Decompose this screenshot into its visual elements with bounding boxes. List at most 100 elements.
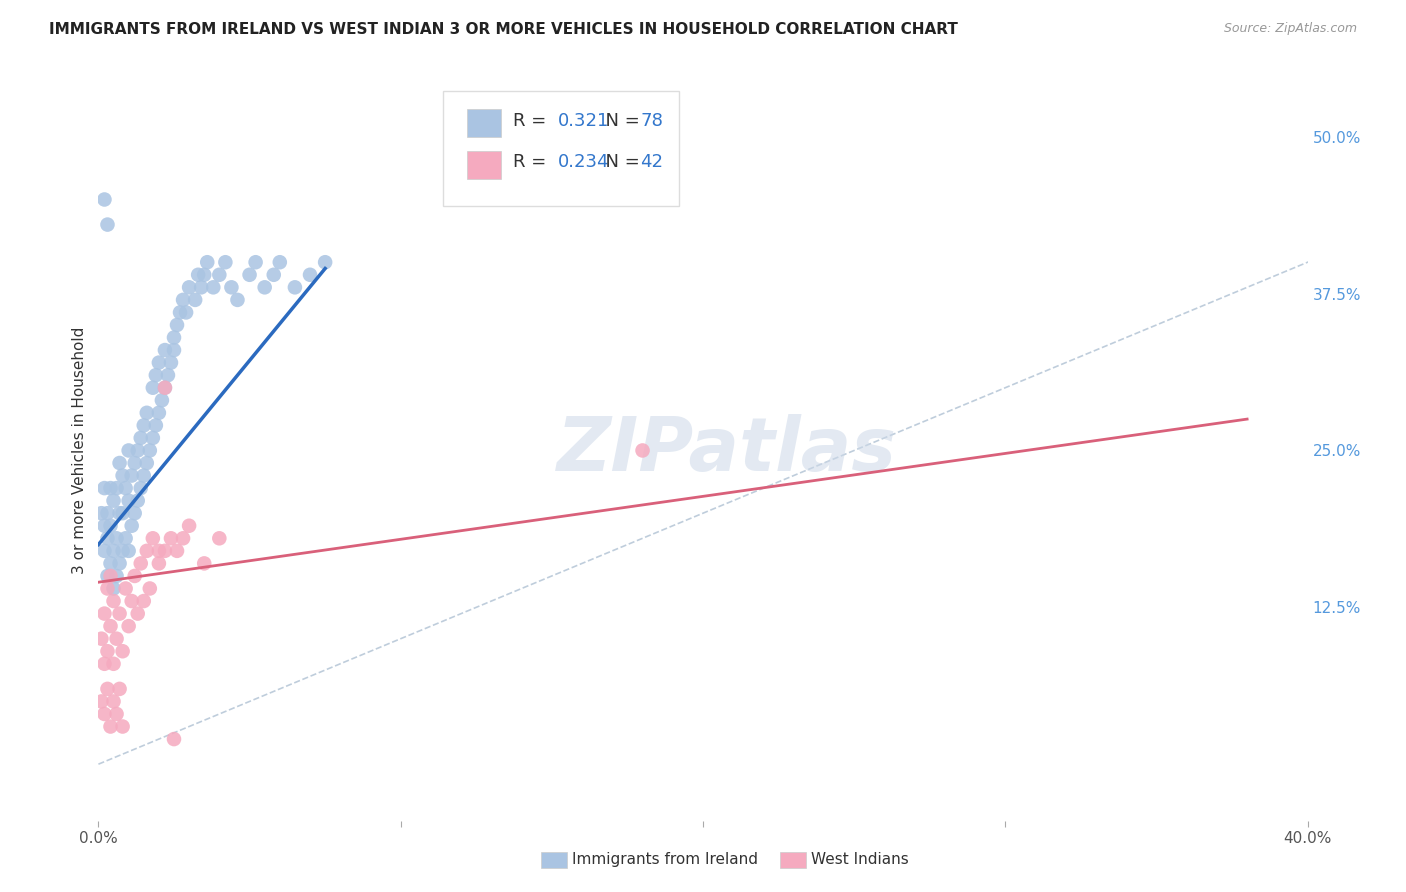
Point bbox=[221, 280, 243, 294]
Point bbox=[148, 406, 170, 420]
Point bbox=[127, 493, 149, 508]
Y-axis label: 3 or more Vehicles in Household: 3 or more Vehicles in Household bbox=[72, 326, 87, 574]
Point bbox=[100, 481, 122, 495]
Point bbox=[145, 418, 167, 433]
Point bbox=[148, 356, 170, 370]
Point bbox=[129, 431, 152, 445]
Point bbox=[214, 255, 236, 269]
Point bbox=[118, 443, 141, 458]
Point bbox=[96, 681, 118, 696]
Point bbox=[103, 582, 125, 596]
Point bbox=[245, 255, 267, 269]
Point bbox=[108, 557, 131, 571]
Point bbox=[193, 557, 215, 571]
Point bbox=[90, 694, 112, 708]
Point bbox=[148, 544, 170, 558]
Point bbox=[114, 531, 136, 545]
Point bbox=[114, 481, 136, 495]
Point bbox=[142, 531, 165, 545]
Point bbox=[160, 531, 183, 545]
Point bbox=[100, 557, 122, 571]
Text: R =: R = bbox=[513, 112, 553, 130]
Point bbox=[108, 607, 131, 621]
Point bbox=[103, 657, 125, 671]
Point bbox=[96, 218, 118, 232]
Point bbox=[187, 268, 209, 282]
Point bbox=[169, 305, 191, 319]
Text: ZIPatlas: ZIPatlas bbox=[557, 414, 897, 487]
Point bbox=[153, 343, 176, 357]
Text: 42: 42 bbox=[640, 153, 664, 171]
Point bbox=[163, 330, 186, 344]
Point bbox=[153, 381, 176, 395]
Point bbox=[100, 518, 122, 533]
Point bbox=[148, 557, 170, 571]
Point bbox=[103, 594, 125, 608]
Point bbox=[284, 280, 307, 294]
Point bbox=[93, 518, 115, 533]
Point bbox=[166, 318, 188, 332]
Point bbox=[100, 619, 122, 633]
Point bbox=[269, 255, 291, 269]
Point bbox=[105, 531, 128, 545]
Point bbox=[118, 619, 141, 633]
Point bbox=[184, 293, 207, 307]
Point bbox=[118, 493, 141, 508]
Point bbox=[108, 506, 131, 520]
Point bbox=[118, 544, 141, 558]
Point bbox=[90, 506, 112, 520]
Point bbox=[96, 569, 118, 583]
Point bbox=[127, 443, 149, 458]
Point bbox=[239, 268, 262, 282]
Point bbox=[208, 268, 231, 282]
Point bbox=[631, 443, 654, 458]
Point bbox=[105, 706, 128, 721]
Text: Immigrants from Ireland: Immigrants from Ireland bbox=[572, 853, 758, 867]
Point bbox=[127, 607, 149, 621]
Text: IMMIGRANTS FROM IRELAND VS WEST INDIAN 3 OR MORE VEHICLES IN HOUSEHOLD CORRELATI: IMMIGRANTS FROM IRELAND VS WEST INDIAN 3… bbox=[49, 22, 957, 37]
Point bbox=[135, 406, 157, 420]
Point bbox=[103, 493, 125, 508]
Point bbox=[263, 268, 285, 282]
Point bbox=[135, 456, 157, 470]
Point bbox=[90, 632, 112, 646]
Point bbox=[111, 468, 134, 483]
Text: 0.321: 0.321 bbox=[558, 112, 609, 130]
Point bbox=[108, 681, 131, 696]
Point bbox=[174, 305, 197, 319]
Point bbox=[132, 418, 155, 433]
Text: N =: N = bbox=[595, 153, 645, 171]
FancyBboxPatch shape bbox=[467, 109, 501, 137]
Point bbox=[166, 544, 188, 558]
Point bbox=[121, 594, 143, 608]
Text: R =: R = bbox=[513, 153, 553, 171]
Text: West Indians: West Indians bbox=[811, 853, 910, 867]
Point bbox=[193, 268, 215, 282]
Point bbox=[132, 468, 155, 483]
Text: N =: N = bbox=[595, 112, 645, 130]
Text: 78: 78 bbox=[640, 112, 664, 130]
Point bbox=[111, 506, 134, 520]
Point bbox=[121, 468, 143, 483]
Point bbox=[142, 381, 165, 395]
Point bbox=[160, 356, 183, 370]
FancyBboxPatch shape bbox=[467, 151, 501, 178]
Point bbox=[124, 456, 146, 470]
Text: 0.234: 0.234 bbox=[558, 153, 609, 171]
Point bbox=[96, 506, 118, 520]
Point bbox=[179, 518, 201, 533]
Point bbox=[150, 393, 173, 408]
Point bbox=[111, 719, 134, 733]
Point bbox=[299, 268, 322, 282]
Point bbox=[100, 569, 122, 583]
Point bbox=[153, 544, 176, 558]
Point bbox=[135, 544, 157, 558]
Point bbox=[105, 481, 128, 495]
Point bbox=[132, 594, 155, 608]
Point bbox=[163, 343, 186, 357]
Point bbox=[124, 569, 146, 583]
Point bbox=[93, 657, 115, 671]
Point bbox=[105, 569, 128, 583]
Point bbox=[108, 456, 131, 470]
Point bbox=[163, 732, 186, 747]
